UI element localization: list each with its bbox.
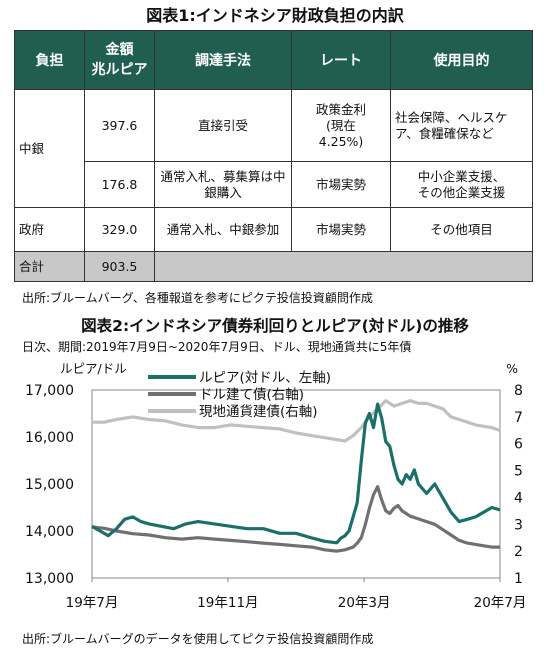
method-cell: 通常入札、募集算は中銀購入 (154, 161, 292, 208)
total-row: 合計 903.5 (14, 251, 533, 282)
rate-cell: 市場実勢 (291, 161, 391, 208)
series-line-0 (91, 402, 501, 545)
amount-cell: 329.0 (84, 207, 155, 252)
x-tick-label: 19年7月 (66, 595, 119, 611)
chart-title: 図表2:インドネシア債券利回りとルピア(対ドル)の推移 (81, 317, 469, 335)
right-tick-label: 6 (514, 437, 523, 453)
right-tick-label: 4 (514, 490, 523, 506)
right-axis-label: % (506, 361, 518, 376)
purpose-cell: 社会保障、ヘルスケア、食糧確保など (390, 89, 533, 162)
table-source: 出所:ブルームバーグ、各種報道を参考にピクテ投信投資顧問作成 (22, 291, 373, 305)
header-purpose: 使用目的 (390, 30, 533, 90)
right-tick-label: 1 (514, 571, 523, 587)
table-title: 図表1:インドネシア財政負担の内訳 (146, 6, 404, 25)
x-tick-label: 20年7月 (474, 595, 527, 611)
header-method: 調達手法 (154, 30, 292, 90)
fiscal-burden-table: 負担 金額 兆ルピア 調達手法 レート 使用目的 中銀 397.6 直接引受 政… (14, 30, 533, 282)
purpose-cell: その他項目 (390, 207, 533, 252)
amount-cell: 397.6 (84, 89, 155, 162)
right-tick-label: 8 (514, 383, 523, 399)
line-chart: ルピア/ドル % 13,000 14,000 15,000 16,000 17,000 1 2 3… (25, 361, 527, 611)
rate-cell: 政策金利 (現在 4.25%) (291, 89, 391, 162)
right-tick-label: 2 (514, 544, 523, 560)
total-amount: 903.5 (84, 251, 155, 282)
left-tick-label: 16,000 (25, 430, 74, 446)
method-cell: 直接引受 (154, 89, 292, 162)
left-tick-label: 14,000 (25, 524, 74, 540)
left-tick-label: 13,000 (25, 571, 74, 587)
total-blank (154, 251, 533, 282)
amount-cell: 176.8 (84, 161, 155, 208)
plot-frame (91, 389, 501, 579)
legend-label-1: ドル建て債(右軸) (199, 387, 304, 403)
left-tick-label: 15,000 (25, 477, 74, 493)
table-row: 政府 329.0 通常入札、中銀参加 市場実勢 その他項目 (14, 207, 533, 252)
payer-cell: 政府 (14, 207, 85, 252)
table-header-row: 負担 金額 兆ルピア 調達手法 レート 使用目的 (14, 30, 533, 90)
series-line-2 (92, 399, 501, 443)
right-tick-label: 7 (514, 410, 523, 426)
right-tick-label: 3 (514, 517, 523, 533)
rate-cell: 市場実勢 (291, 207, 391, 252)
header-rate: レート (291, 30, 391, 90)
legend-label-2: 現地通貨建債(右軸) (199, 403, 318, 420)
left-axis-label: ルピア/ドル (60, 361, 127, 376)
header-amount: 金額 兆ルピア (84, 30, 155, 90)
method-cell: 通常入札、中銀参加 (154, 207, 292, 252)
right-tick-label: 5 (514, 464, 523, 480)
chart-subtitle: 日次、期間:2019年7月9日~2020年7月9日、ドル、現地通貨共に5年債 (22, 340, 412, 354)
payer-cell: 中銀 (14, 89, 85, 208)
total-label: 合計 (14, 251, 85, 282)
x-tick-label: 19年11月 (197, 595, 258, 611)
x-tick-label: 20年3月 (338, 595, 391, 611)
chart-source: 出所:ブルームバーグのデータを使用してピクテ投信投資顧問作成 (22, 632, 374, 646)
series-line-1 (91, 485, 500, 553)
legend-label-0: ルピア(対ドル、左軸) (199, 370, 331, 386)
left-tick-label: 17,000 (25, 383, 74, 399)
header-payer: 負担 (14, 30, 85, 90)
table-row: 176.8 通常入札、募集算は中銀購入 市場実勢 中小企業支援、 その他企業支援 (15, 161, 533, 208)
table-row: 中銀 397.6 直接引受 政策金利 (現在 4.25%) 社会保障、ヘルスケア… (14, 89, 533, 208)
purpose-cell: 中小企業支援、 その他企業支援 (390, 161, 533, 208)
